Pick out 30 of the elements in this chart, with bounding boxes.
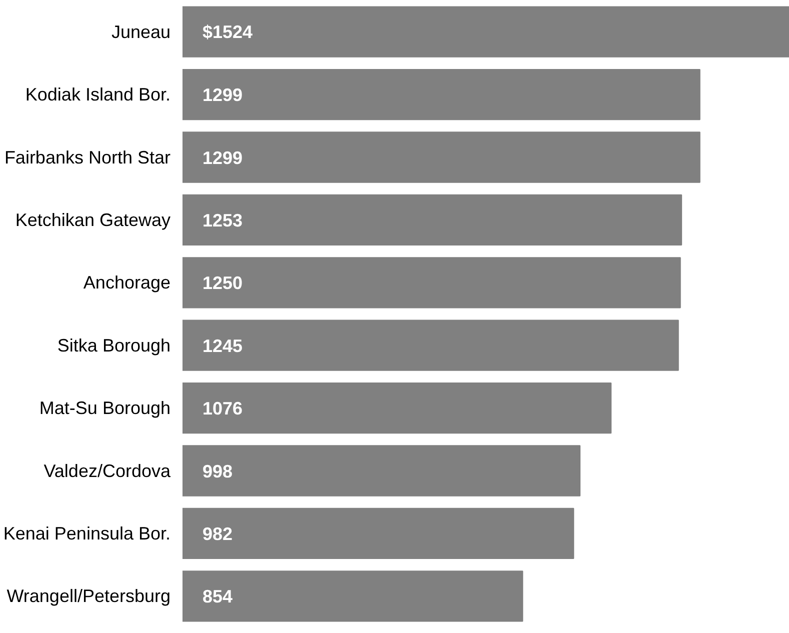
y-tick-label: Anchorage xyxy=(83,272,171,293)
y-tick-label: Wrangell/Petersburg xyxy=(6,586,170,606)
data-label: $1524 xyxy=(202,22,253,42)
data-label: 1245 xyxy=(202,336,243,356)
data-label: 1299 xyxy=(202,85,243,106)
bar xyxy=(182,320,679,371)
data-label: 1250 xyxy=(202,273,243,294)
data-label: 1076 xyxy=(202,398,243,419)
bar xyxy=(182,570,524,622)
bar xyxy=(182,6,789,58)
data-label: 982 xyxy=(202,524,233,544)
bar xyxy=(182,194,682,246)
y-tick-label: Sitka Borough xyxy=(57,335,171,356)
y-tick-label: Mat-Su Borough xyxy=(39,398,171,418)
bar xyxy=(182,445,580,496)
data-label: 854 xyxy=(202,586,233,607)
bar xyxy=(182,132,700,183)
y-tick-label: Fairbanks North Star xyxy=(4,147,171,168)
y-tick-label: Juneau xyxy=(111,22,171,42)
y-tick-label: Valdez/Cordova xyxy=(44,460,172,481)
y-tick-label: Kenai Peninsula Bor. xyxy=(3,523,171,544)
y-tick-label: Ketchikan Gateway xyxy=(15,210,171,230)
bar xyxy=(182,382,612,434)
bar xyxy=(182,68,700,120)
bar xyxy=(182,257,681,308)
bar xyxy=(182,508,574,560)
data-label: 1253 xyxy=(202,210,243,230)
y-tick-label: Kodiak Island Bor. xyxy=(25,84,171,105)
data-label: 1299 xyxy=(202,148,243,168)
data-label: 998 xyxy=(202,461,233,482)
